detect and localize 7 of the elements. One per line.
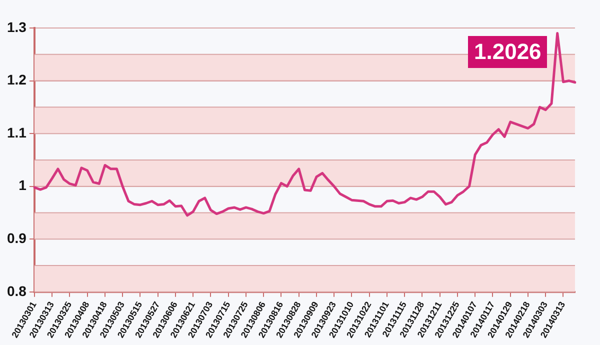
y-tick-label: 1 [18, 177, 27, 194]
y-tick-label: 1.3 [6, 18, 27, 35]
y-tick-label: 1.2 [6, 72, 27, 88]
y-tick-label: 0.9 [6, 230, 27, 246]
annotation: 1.2026 [468, 36, 548, 68]
y-tick-label: 0.8 [6, 282, 27, 299]
y-tick-label: 1.1 [6, 124, 27, 140]
